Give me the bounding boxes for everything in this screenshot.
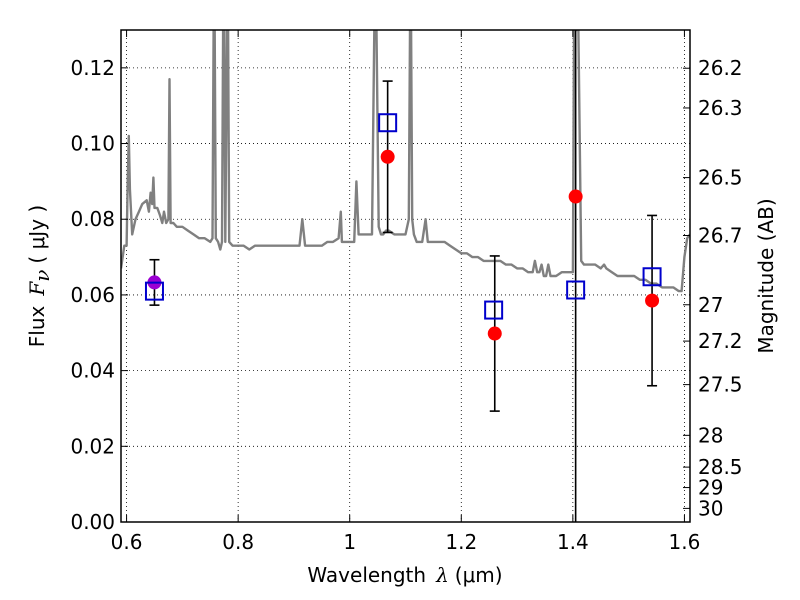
y-tick-label: 0.10 bbox=[70, 132, 115, 156]
x-tick-label: 1.6 bbox=[669, 530, 701, 554]
right-tick-label: 28 bbox=[698, 423, 723, 447]
right-tick-label: 27 bbox=[698, 293, 723, 317]
y-tick-label: 0.06 bbox=[70, 283, 115, 307]
x-tick-label: 1.4 bbox=[557, 530, 589, 554]
model-point bbox=[566, 280, 586, 300]
model-points-layer bbox=[144, 113, 662, 320]
right-tick-label: 30 bbox=[698, 496, 723, 520]
x-tick-label: 0.6 bbox=[111, 530, 143, 554]
model-point bbox=[642, 267, 662, 287]
x-tick-label: 1.2 bbox=[445, 530, 477, 554]
model-point bbox=[144, 281, 164, 301]
measured-point bbox=[568, 189, 583, 204]
y-tick-label: 0.00 bbox=[70, 510, 115, 534]
y-axis-ticks: 0.00 0.02 0.04 0.06 0.08 0.10 0.12 bbox=[70, 56, 128, 534]
right-tick-label: 26.2 bbox=[698, 56, 743, 80]
right-tick-label: 27.2 bbox=[698, 329, 743, 353]
right-tick-label: 26.7 bbox=[698, 224, 743, 248]
y-tick-label: 0.04 bbox=[70, 359, 115, 383]
right-tick-label: 29 bbox=[698, 476, 723, 500]
right-tick-label: 27.5 bbox=[698, 373, 743, 397]
y-tick-label: 0.08 bbox=[70, 207, 115, 231]
measured-point bbox=[487, 326, 502, 341]
right-tick-label: 28.5 bbox=[698, 455, 743, 479]
y-tick-label: 0.02 bbox=[70, 434, 115, 458]
right-tick-label: 26.3 bbox=[698, 96, 743, 120]
grid-lines bbox=[121, 30, 690, 523]
measured-points-layer bbox=[147, 149, 660, 341]
measured-point bbox=[380, 149, 395, 164]
x-axis-ticks: 0.6 0.8 1 1.2 1.4 1.6 bbox=[111, 30, 701, 554]
y-tick-label: 0.12 bbox=[70, 56, 115, 80]
x-tick-label: 0.8 bbox=[222, 530, 254, 554]
y-axis-label: FluxFν( μJy ) bbox=[25, 205, 54, 347]
model-point bbox=[484, 300, 504, 320]
spectrum-layer bbox=[121, 30, 690, 293]
x-tick-label: 1 bbox=[343, 530, 356, 554]
x-axis-label: Wavelength λ (μm) bbox=[307, 563, 502, 587]
right-tick-label: 26.5 bbox=[698, 166, 743, 190]
model-point bbox=[378, 113, 398, 133]
measured-point bbox=[645, 293, 660, 308]
spectrum-line bbox=[121, 30, 690, 293]
plot-frame bbox=[120, 29, 691, 523]
right-axis-label: Magnitude (AB) bbox=[754, 198, 778, 353]
